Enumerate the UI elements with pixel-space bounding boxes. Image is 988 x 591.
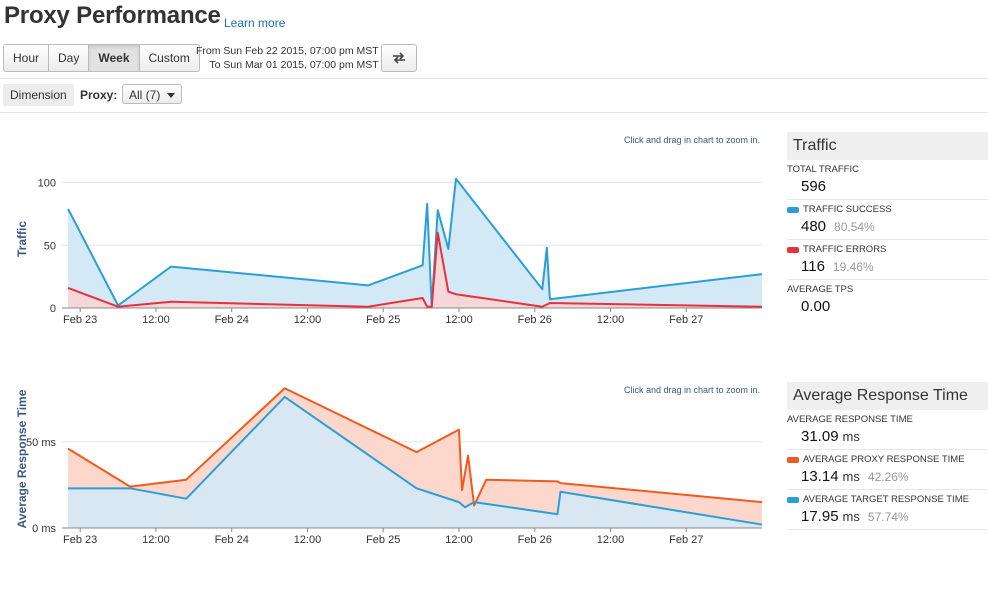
traffic-xtick-label: 12:00 (597, 314, 625, 326)
traffic-xtick-label: Feb 23 (63, 314, 97, 326)
traffic-errors-value: 116 (801, 258, 825, 275)
day-button[interactable]: Day (49, 45, 90, 71)
response-xtick-label: Feb 25 (366, 534, 400, 546)
avg-proxy-response-value: 13.14 (801, 468, 839, 485)
traffic-xtick-label: 12:00 (445, 314, 473, 326)
range-to: To Sun Mar 01 2015, 07:00 pm MST (209, 59, 379, 71)
response-xtick-label: 12:00 (597, 534, 625, 546)
traffic-errors: TRAFFIC ERRORS 116 19.46% (787, 240, 988, 280)
traffic-xtick-label: Feb 25 (366, 314, 400, 326)
avg-target-response: AVERAGE TARGET RESPONSE TIME 17.95 ms 57.7… (787, 490, 988, 530)
traffic-series-0-area (68, 178, 762, 308)
traffic-ylabel: Traffic (15, 221, 29, 257)
avg-response: AVERAGE RESPONSE TIME 31.09 ms (787, 410, 988, 450)
proxy-select[interactable]: All (7) (122, 84, 182, 104)
traffic-errors-label: TRAFFIC ERRORS (803, 244, 887, 255)
response-xtick-label: Feb 26 (518, 534, 552, 546)
response-xtick-label: Feb 27 (669, 534, 703, 546)
traffic-ytick-label: 0 (50, 303, 56, 315)
avg-proxy-response: AVERAGE PROXY RESPONSE TIME 13.14 ms 42.26… (787, 450, 988, 490)
hour-button[interactable]: Hour (4, 45, 50, 71)
response-xtick-label: 12:00 (445, 534, 473, 546)
traffic-chart[interactable]: 0 50 100 Traffic Feb 23 12:00 Feb 24 12:00 Feb 2… (0, 150, 775, 370)
traffic-xtick-label: 12:00 (294, 314, 322, 326)
total-traffic-value: 596 (801, 178, 827, 195)
proxy-label: Proxy: (80, 88, 118, 102)
response-panel: Average Response Time AVERAGE RESPONSE T… (787, 382, 988, 530)
response-ytick-label: 50 ms (26, 437, 56, 449)
total-traffic: TOTAL TRAFFIC 596 (787, 160, 988, 200)
response-ylabel: Average Response Time (15, 389, 29, 528)
avg-target-response-unit: ms (842, 509, 860, 524)
success-swatch (787, 206, 799, 213)
traffic-success-label: TRAFFIC SUCCESS (803, 204, 892, 215)
proxy-swatch (787, 456, 799, 463)
avg-target-response-pct: 57.74% (867, 510, 909, 524)
traffic-xtick-label: Feb 24 (215, 314, 249, 326)
divider (0, 78, 988, 79)
zoom-hint-response: Click and drag in chart to zoom in. (624, 385, 761, 395)
date-range: From Sun Feb 22 2015, 07:00 pm MST To Su… (196, 44, 379, 72)
custom-button[interactable]: Custom (139, 45, 199, 71)
swap-arrows-icon (393, 52, 405, 64)
response-series-0-line (67, 387, 763, 507)
traffic-xtick-label: 12:00 (142, 314, 170, 326)
response-ytick-label: 0 ms (32, 523, 56, 535)
avg-target-response-value: 17.95 (801, 508, 839, 525)
avg-proxy-response-label: AVERAGE PROXY RESPONSE TIME (803, 454, 965, 465)
response-xtick-label: 12:00 (142, 534, 170, 546)
average-tps-label: AVERAGE TPS (787, 284, 854, 295)
target-swatch (787, 496, 799, 503)
traffic-success-pct: 80.54% (834, 220, 875, 234)
average-tps: AVERAGE TPS 0.00 (787, 280, 988, 319)
traffic-xtick-label: Feb 27 (669, 314, 703, 326)
average-tps-value: 0.00 (801, 298, 831, 315)
traffic-errors-pct: 19.46% (832, 260, 874, 274)
traffic-xtick-label: Feb 26 (518, 314, 552, 326)
divider (0, 112, 988, 113)
traffic-ytick-label: 50 (44, 240, 56, 252)
response-panel-heading: Average Response Time (787, 382, 988, 410)
dimension-button[interactable]: Dimension (3, 84, 74, 106)
time-range-buttons: Hour Day Week Custom (3, 44, 200, 72)
response-xtick-label: 12:00 (294, 534, 322, 546)
traffic-panel: Traffic TOTAL TRAFFIC 596 TRAFFIC SUCCES… (787, 132, 988, 319)
page-title: Proxy Performance (4, 2, 221, 29)
avg-response-unit: ms (842, 429, 860, 444)
traffic-panel-heading: Traffic (787, 132, 988, 160)
traffic-success: TRAFFIC SUCCESS 480 80.54% (787, 200, 988, 240)
avg-response-value: 31.09 (801, 428, 839, 445)
proxy-select-value: All (7) (129, 88, 161, 102)
response-xtick-label: Feb 24 (215, 534, 249, 546)
response-xtick-label: Feb 23 (63, 534, 97, 546)
avg-target-response-label: AVERAGE TARGET RESPONSE TIME (803, 494, 969, 505)
learn-more-link[interactable]: Learn more (224, 16, 286, 30)
zoom-hint-traffic: Click and drag in chart to zoom in. (624, 135, 761, 145)
total-traffic-label: TOTAL TRAFFIC (787, 164, 859, 175)
traffic-ytick-label: 100 (38, 178, 56, 190)
refresh-button[interactable] (381, 44, 417, 72)
response-series-1-area (68, 396, 762, 528)
errors-swatch (787, 246, 799, 253)
traffic-series-1-line (67, 231, 763, 308)
range-from: From Sun Feb 22 2015, 07:00 pm MST (196, 45, 379, 57)
chevron-down-icon (167, 93, 175, 98)
avg-response-label: AVERAGE RESPONSE TIME (787, 414, 913, 425)
traffic-success-value: 480 (801, 218, 827, 235)
avg-proxy-response-pct: 42.26% (867, 470, 909, 484)
avg-proxy-response-unit: ms (842, 469, 860, 484)
response-series-1-line (68, 395, 763, 526)
week-button[interactable]: Week (89, 45, 140, 71)
